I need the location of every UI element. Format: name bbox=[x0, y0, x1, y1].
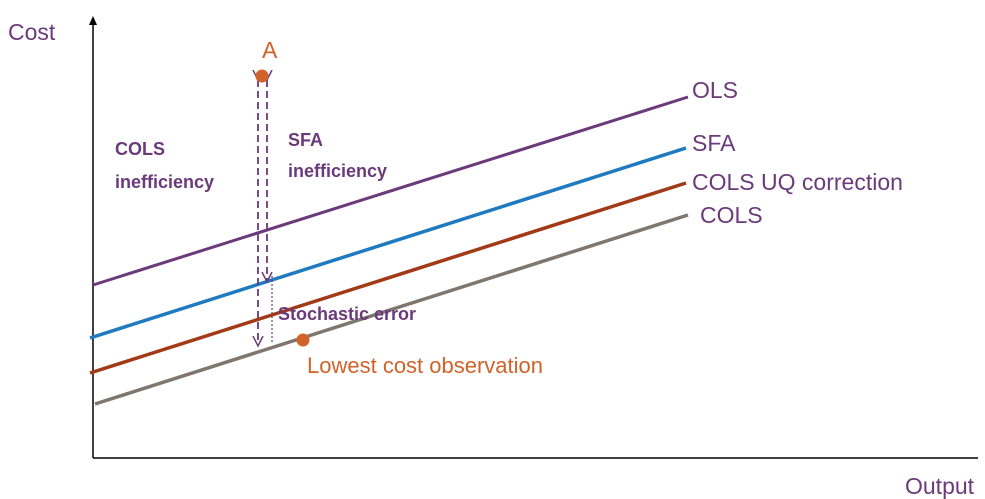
annotation: inefficiency bbox=[115, 172, 214, 192]
point-a bbox=[255, 69, 269, 83]
cols-line bbox=[94, 213, 689, 406]
annotation: SFA bbox=[288, 130, 323, 150]
axes: Cost Output bbox=[8, 16, 978, 499]
cols-uq-line bbox=[89, 181, 687, 375]
y-axis-label: Cost bbox=[8, 19, 56, 45]
sfa-line bbox=[89, 146, 687, 340]
x-axis-label: Output bbox=[905, 473, 975, 499]
annotation: inefficiency bbox=[288, 161, 387, 181]
annotation: COLS bbox=[115, 139, 165, 159]
point-label: A bbox=[262, 37, 278, 63]
line-label: OLS bbox=[692, 77, 738, 103]
annotation: Stochastic error bbox=[278, 304, 416, 324]
point-label: Lowest cost observation bbox=[307, 353, 543, 378]
ols-line bbox=[92, 95, 689, 287]
line-label: COLS UQ correction bbox=[692, 169, 903, 195]
line-label: COLS bbox=[700, 202, 763, 228]
lowest-cost-point bbox=[296, 333, 310, 347]
line-label: SFA bbox=[692, 130, 736, 156]
